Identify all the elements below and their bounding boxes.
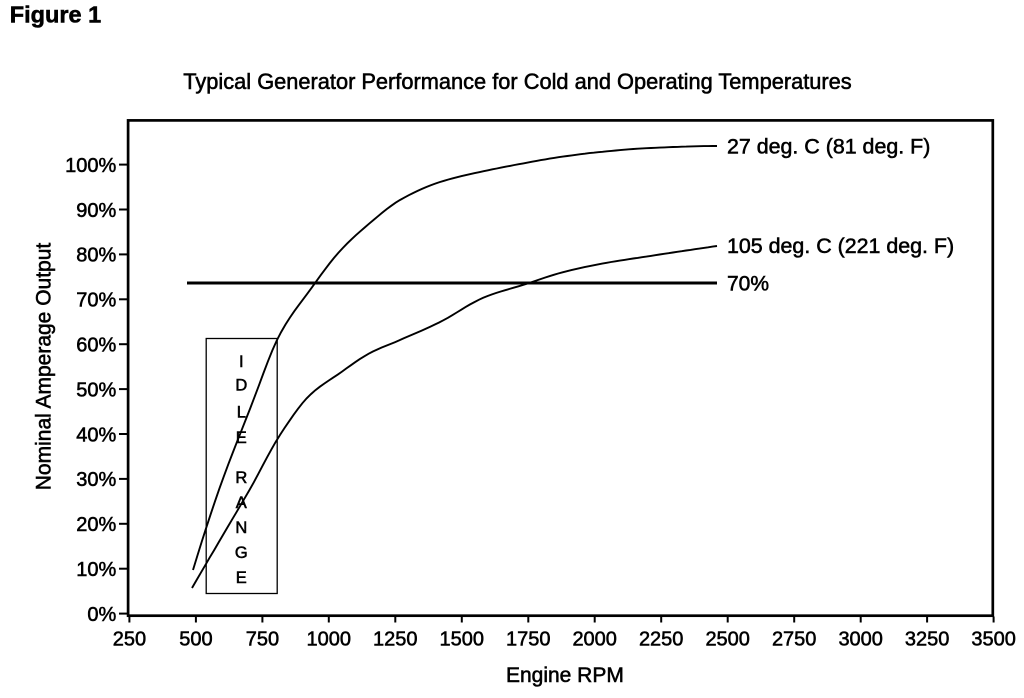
svg-text:0%: 0% — [87, 604, 116, 626]
svg-text:Typical Generator Performance: Typical Generator Performance for Cold a… — [183, 69, 851, 94]
svg-text:3250: 3250 — [905, 629, 950, 651]
svg-text:2000: 2000 — [572, 629, 617, 651]
svg-text:3000: 3000 — [838, 629, 883, 651]
svg-text:500: 500 — [179, 629, 212, 651]
svg-text:2250: 2250 — [639, 629, 684, 651]
svg-text:20%: 20% — [76, 514, 116, 536]
svg-text:80%: 80% — [76, 245, 116, 267]
svg-text:90%: 90% — [76, 200, 116, 222]
svg-text:40%: 40% — [76, 424, 116, 446]
svg-text:105 deg. C (221 deg. F): 105 deg. C (221 deg. F) — [727, 234, 954, 258]
svg-text:27 deg. C (81 deg. F): 27 deg. C (81 deg. F) — [727, 135, 930, 159]
svg-text:2500: 2500 — [705, 629, 750, 651]
svg-text:70%: 70% — [76, 290, 116, 312]
svg-text:50%: 50% — [76, 379, 116, 401]
svg-text:3500: 3500 — [971, 629, 1016, 651]
svg-text:1750: 1750 — [506, 629, 551, 651]
svg-text:100%: 100% — [65, 155, 116, 177]
svg-text:I: I — [239, 353, 244, 371]
svg-text:30%: 30% — [76, 469, 116, 491]
svg-text:Engine RPM: Engine RPM — [506, 664, 624, 687]
svg-text:1500: 1500 — [440, 629, 485, 651]
svg-text:E: E — [236, 429, 247, 447]
svg-text:Nominal Amperage Output: Nominal Amperage Output — [33, 243, 56, 491]
svg-text:250: 250 — [113, 629, 146, 651]
svg-text:N: N — [235, 519, 247, 537]
svg-text:R: R — [235, 469, 247, 487]
svg-text:D: D — [235, 377, 247, 395]
svg-text:L: L — [237, 404, 246, 422]
svg-text:750: 750 — [246, 629, 279, 651]
svg-text:E: E — [236, 569, 247, 587]
svg-text:1250: 1250 — [373, 629, 418, 651]
svg-text:G: G — [235, 544, 248, 562]
svg-text:1000: 1000 — [307, 629, 352, 651]
svg-text:70%: 70% — [727, 273, 769, 296]
svg-text:10%: 10% — [76, 559, 116, 581]
svg-text:Figure 1: Figure 1 — [10, 1, 101, 27]
svg-text:60%: 60% — [76, 335, 116, 357]
svg-text:2750: 2750 — [772, 629, 817, 651]
